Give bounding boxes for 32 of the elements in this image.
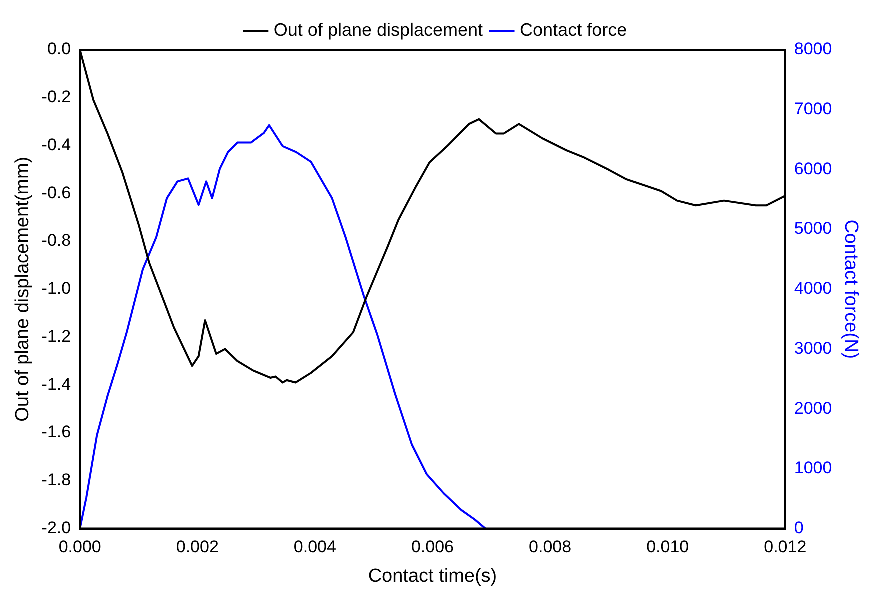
y-tick-label: -1.6: [42, 422, 72, 442]
y2-tick-label: 2000: [794, 398, 832, 418]
x-axis-title: Contact time(s): [368, 566, 498, 587]
y2-tick-label: 7000: [794, 100, 832, 119]
y-tick-label: -0.2: [42, 88, 72, 107]
x-tick-label: 0.010: [646, 538, 690, 557]
y2-axis-title: Contact force(N): [840, 220, 862, 360]
y2-tick-label: 0: [794, 518, 804, 538]
legend-label: Contact force: [520, 20, 628, 40]
y2-tick-label: 8000: [794, 40, 832, 59]
x-tick-label: 0.012: [764, 538, 807, 557]
y-tick-label: -1.0: [42, 279, 72, 298]
y-tick-label: -0.4: [42, 135, 72, 154]
y2-tick-label: 3000: [794, 338, 832, 358]
x-tick-label: 0.002: [176, 538, 219, 557]
y-tick-label: -1.4: [42, 374, 72, 394]
x-tick-label: 0.008: [529, 538, 572, 557]
y2-tick-label: 5000: [794, 219, 832, 238]
y-tick-label: -2.0: [42, 518, 72, 538]
y-tick-label: -1.8: [42, 470, 72, 490]
legend-label: Out of plane displacement: [274, 20, 484, 40]
y2-tick-label: 1000: [794, 458, 832, 478]
y2-tick-label: 4000: [794, 279, 832, 298]
x-tick-label: 0.006: [411, 538, 454, 557]
y-tick-label: -0.6: [42, 183, 72, 202]
y-tick-label: -0.8: [42, 231, 72, 250]
x-tick-label: 0.000: [58, 538, 102, 557]
y-tick-label: -1.2: [42, 326, 72, 346]
y-tick-label: 0.0: [47, 40, 72, 59]
y2-tick-label: 6000: [794, 159, 832, 178]
x-tick-label: 0.004: [294, 538, 336, 557]
y-axis-title: Out of plane displacement(mm): [12, 156, 34, 422]
